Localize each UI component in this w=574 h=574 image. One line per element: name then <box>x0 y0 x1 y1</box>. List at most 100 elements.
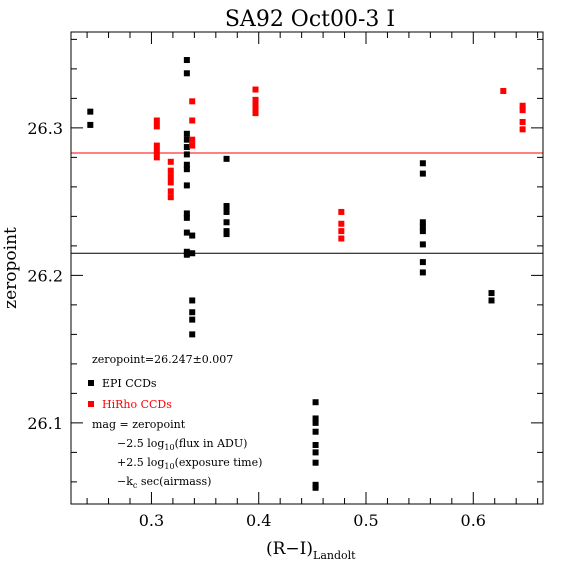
equation-line-2: −2.5 log10(flux in ADU) <box>117 437 247 452</box>
eq3-post: (exposure time) <box>175 456 263 469</box>
data-point-epi-ccds <box>183 130 190 137</box>
eq4-pre: −k <box>117 475 133 488</box>
data-point-epi-ccds <box>312 449 319 456</box>
x-tick-label: 0.6 <box>461 511 486 530</box>
eq2-sub: 10 <box>164 443 174 452</box>
data-point-epi-ccds <box>189 250 196 257</box>
data-point-hirho-ccds <box>153 142 160 149</box>
data-point-epi-ccds <box>312 442 319 448</box>
data-point-epi-ccds <box>189 331 196 338</box>
data-point-hirho-ccds <box>167 173 174 180</box>
legend-label-hirho: HiRho CCDs <box>102 398 172 411</box>
eq4-sub: c <box>133 481 138 490</box>
data-point-epi-ccds <box>312 428 319 435</box>
data-point-epi-ccds <box>189 309 196 316</box>
data-point-hirho-ccds <box>189 142 196 149</box>
data-point-epi-ccds <box>183 151 190 158</box>
plot-frame <box>70 31 544 505</box>
legend-marker-epi <box>88 380 94 386</box>
data-point-epi-ccds <box>312 419 319 426</box>
data-point-epi-ccds <box>312 484 319 491</box>
data-point-hirho-ccds <box>338 220 345 227</box>
data-point-epi-ccds <box>419 259 426 266</box>
data-point-hirho-ccds <box>167 167 174 174</box>
data-point-epi-ccds <box>183 144 190 151</box>
equation-line-3: +2.5 log10(exposure time) <box>117 456 262 471</box>
y-tick-label: 26.3 <box>27 119 63 138</box>
data-point-epi-ccds <box>183 57 190 64</box>
data-point-hirho-ccds <box>167 188 174 195</box>
annotation-block: zeropoint=26.247±0.007 EPI CCDs HiRho CC… <box>88 353 262 490</box>
y-tick-label: 26.2 <box>27 266 63 285</box>
eq4-post: sec(airmass) <box>137 475 211 488</box>
equation-line-1: mag = zeropoint <box>92 418 186 431</box>
chart-title: SA92 Oct00-3 I <box>225 7 395 32</box>
data-point-epi-ccds <box>419 223 426 230</box>
data-point-hirho-ccds <box>189 117 196 124</box>
data-point-hirho-ccds <box>252 105 259 112</box>
data-point-epi-ccds <box>87 108 94 115</box>
data-point-hirho-ccds <box>153 117 160 124</box>
data-point-epi-ccds <box>183 166 190 173</box>
data-point-epi-ccds <box>223 155 230 162</box>
data-point-epi-ccds <box>419 269 426 276</box>
data-point-hirho-ccds <box>338 228 345 235</box>
data-point-hirho-ccds <box>153 154 160 161</box>
data-point-hirho-ccds <box>519 118 526 125</box>
data-point-epi-ccds <box>183 161 190 168</box>
y-tick-label: 26.1 <box>27 414 63 433</box>
data-point-hirho-ccds <box>167 158 174 165</box>
data-point-epi-ccds <box>183 251 190 258</box>
data-point-epi-ccds <box>419 170 426 177</box>
data-point-epi-ccds <box>183 70 190 77</box>
data-point-epi-ccds <box>189 316 196 323</box>
data-point-epi-ccds <box>223 203 230 210</box>
x-axis-label-sub: Landolt <box>313 549 356 562</box>
data-point-epi-ccds <box>312 415 319 422</box>
data-point-epi-ccds <box>312 399 319 406</box>
data-point-epi-ccds <box>223 219 230 226</box>
eq3-pre: +2.5 log <box>117 456 164 469</box>
data-point-hirho-ccds <box>252 101 259 108</box>
data-point-epi-ccds <box>87 121 94 128</box>
data-point-hirho-ccds <box>338 235 345 242</box>
data-point-epi-ccds <box>223 231 230 238</box>
x-axis-label-main: (R−I) <box>266 539 313 559</box>
legend-marker-hirho <box>88 401 94 407</box>
data-point-epi-ccds <box>419 160 426 167</box>
x-tick-label: 0.3 <box>139 511 164 530</box>
x-tick-label: 0.5 <box>353 511 378 530</box>
data-point-epi-ccds <box>189 232 196 239</box>
data-point-hirho-ccds <box>519 107 526 114</box>
data-point-hirho-ccds <box>252 110 259 117</box>
data-point-hirho-ccds <box>189 136 196 143</box>
legend-label-epi: EPI CCDs <box>102 377 157 390</box>
data-point-epi-ccds <box>419 228 426 235</box>
data-point-epi-ccds <box>488 290 495 297</box>
x-axis-label: (R−I)Landolt <box>266 539 356 562</box>
data-point-epi-ccds <box>183 229 190 236</box>
data-point-hirho-ccds <box>519 126 526 133</box>
data-point-hirho-ccds <box>519 102 526 109</box>
data-point-hirho-ccds <box>189 98 196 105</box>
data-point-hirho-ccds <box>167 179 174 186</box>
data-point-epi-ccds <box>183 210 190 217</box>
data-point-epi-ccds <box>488 297 495 304</box>
data-point-hirho-ccds <box>153 148 160 155</box>
data-point-epi-ccds <box>189 297 196 304</box>
data-point-hirho-ccds <box>167 194 174 201</box>
eq2-pre: −2.5 log <box>117 437 164 450</box>
eq2-post: (flux in ADU) <box>175 437 248 450</box>
data-point-epi-ccds <box>183 182 190 189</box>
data-point-epi-ccds <box>183 136 190 143</box>
data-point-hirho-ccds <box>252 96 259 103</box>
data-point-epi-ccds <box>419 241 426 248</box>
data-point-epi-ccds <box>312 459 319 466</box>
data-point-hirho-ccds <box>500 88 507 94</box>
data-point-epi-ccds <box>419 219 426 226</box>
fit-annotation: zeropoint=26.247±0.007 <box>92 353 233 366</box>
y-axis-label: zeropoint <box>1 227 21 309</box>
data-point-epi-ccds <box>223 208 230 215</box>
eq3-sub: 10 <box>164 462 174 471</box>
